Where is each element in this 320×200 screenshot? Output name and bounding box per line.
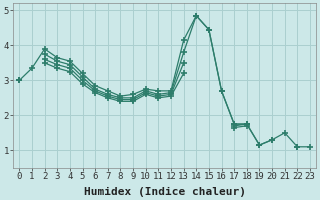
X-axis label: Humidex (Indice chaleur): Humidex (Indice chaleur) <box>84 186 246 197</box>
